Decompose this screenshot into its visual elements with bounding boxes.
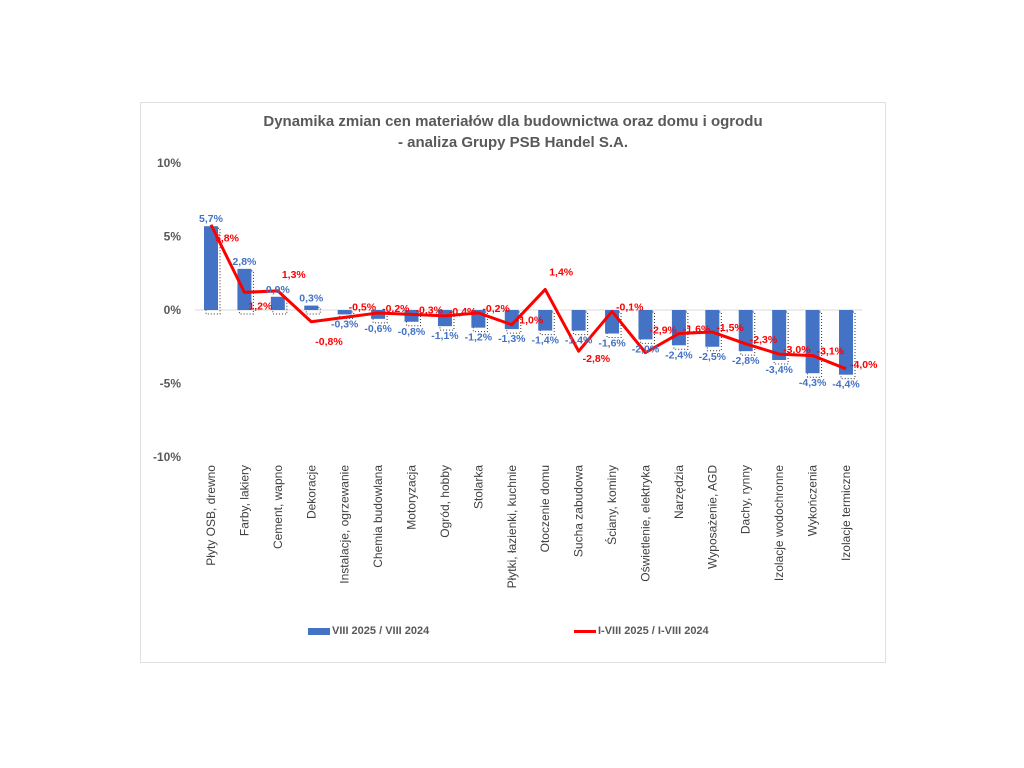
chart-frame: [140, 102, 886, 663]
category-label: Motoryzacja: [405, 465, 419, 530]
line-data-label: -2,3%: [750, 334, 778, 346]
category-label: Farby, lakiery: [237, 465, 251, 536]
line-data-label: -0,5%: [349, 301, 377, 313]
line-data-label: -1,6%: [683, 324, 711, 336]
line-data-label: -0,1%: [616, 301, 644, 313]
line-data-label: -0,2%: [482, 303, 510, 315]
bar-data-label: 5,7%: [199, 213, 224, 225]
bar: [538, 310, 553, 331]
bar: [204, 226, 218, 310]
bar-data-label: -2,4%: [665, 349, 693, 361]
line-data-label: -1,0%: [516, 315, 544, 327]
bar: [304, 305, 319, 310]
legend-item-bars: VIII 2025 / VIII 2024: [308, 625, 429, 637]
category-label: Ogród, hobby: [438, 465, 452, 538]
bar-data-label: -1,4%: [531, 335, 559, 347]
y-tick-label: 0%: [164, 303, 182, 317]
line-data-label: 1,4%: [549, 266, 574, 278]
line-data-label: -2,8%: [583, 353, 611, 365]
chart-title: Dynamika zmian cen materiałów dla budown…: [263, 113, 763, 130]
bar: [638, 310, 653, 340]
y-tick-label: 10%: [157, 156, 181, 170]
bar-data-label: -4,4%: [832, 379, 860, 391]
line-series: [209, 224, 847, 371]
bar: [772, 310, 787, 360]
category-label: Narzędzia: [672, 465, 686, 519]
category-label: Izolacje wodochronne: [772, 465, 786, 581]
y-tick-label: -10%: [153, 450, 181, 464]
bar-data-label: 0,3%: [299, 293, 324, 305]
bar-data-label: -1,1%: [431, 330, 459, 342]
category-label: Instalacje, ogrzewanie: [338, 465, 352, 584]
category-label: Cement, wapno: [271, 465, 285, 549]
bar-data-label: -0,6%: [364, 323, 392, 335]
category-label: Wykończenia: [806, 465, 820, 537]
y-tick-label: -5%: [160, 377, 182, 391]
line-data-label: -3,1%: [817, 346, 845, 358]
line-data-label: -0,4%: [449, 306, 477, 318]
bar-data-label: -2,5%: [699, 351, 727, 363]
line-data-label: -0,2%: [382, 303, 410, 315]
bar-data-label: -1,6%: [598, 338, 626, 350]
bar-data-label: 0,9%: [266, 284, 291, 296]
category-label: Płytki, łazienki, kuchnie: [505, 465, 519, 589]
bar-data-label: -0,3%: [331, 318, 359, 330]
bar-data-label: -1,3%: [498, 333, 526, 345]
line-data-label: -2,9%: [649, 325, 677, 337]
bar: [437, 310, 452, 327]
category-label: Płyty OSB, drewno: [204, 465, 218, 566]
bar-data-label: -4,3%: [799, 377, 827, 389]
line-data-label: -4,0%: [850, 359, 878, 371]
legend-swatch-bar: [308, 627, 330, 635]
category-label: Chemia budowlana: [371, 465, 385, 568]
category-label: Izolacje termiczne: [839, 465, 853, 561]
bar: [705, 310, 720, 347]
category-label: Dachy, rynny: [739, 465, 753, 534]
bar: [571, 310, 586, 331]
bar-data-label: -3,4%: [765, 364, 793, 376]
bar: [270, 296, 285, 310]
line-data-label: 5,8%: [215, 233, 240, 245]
bar-data-label: -0,8%: [398, 326, 426, 338]
legend-label-line: I-VIII 2025 / I-VIII 2024: [598, 625, 709, 637]
bar: [805, 310, 820, 374]
y-tick-label: 5%: [164, 230, 182, 244]
category-label: Dekoracje: [304, 465, 318, 519]
category-label: Ściany, kominy: [604, 465, 619, 545]
bar: [337, 310, 352, 315]
category-label: Oświetlenie, elektryka: [638, 465, 652, 582]
line-data-label: -3,0%: [783, 344, 811, 356]
line-data-label: 1,2%: [248, 300, 273, 312]
bar-data-label: -2,0%: [632, 343, 660, 355]
category-label: Wyposażenie, AGD: [705, 465, 719, 569]
legend-item-line: I-VIII 2025 / I-VIII 2024: [574, 625, 709, 637]
bar: [738, 310, 753, 352]
category-label: Otoczenie domu: [538, 465, 552, 552]
bar-data-label: -1,2%: [465, 332, 493, 344]
bar-data-label: -1,4%: [565, 335, 593, 347]
line-data-label: 1,3%: [282, 269, 307, 281]
line-data-label: -0,3%: [416, 304, 444, 316]
legend-swatch-line: [574, 629, 596, 633]
bar-data-label: -2,8%: [732, 355, 760, 367]
line-data-label: -1,5%: [716, 322, 744, 334]
chart-subtitle: - analiza Grupy PSB Handel S.A.: [397, 134, 629, 151]
legend-label-bars: VIII 2025 / VIII 2024: [332, 625, 430, 637]
bar: [839, 310, 853, 375]
category-label: Stolarka: [471, 465, 485, 509]
line-data-label: -0,8%: [315, 336, 343, 348]
category-label: Sucha zabudowa: [572, 465, 586, 557]
bar-data-label: 2,8%: [232, 256, 257, 268]
